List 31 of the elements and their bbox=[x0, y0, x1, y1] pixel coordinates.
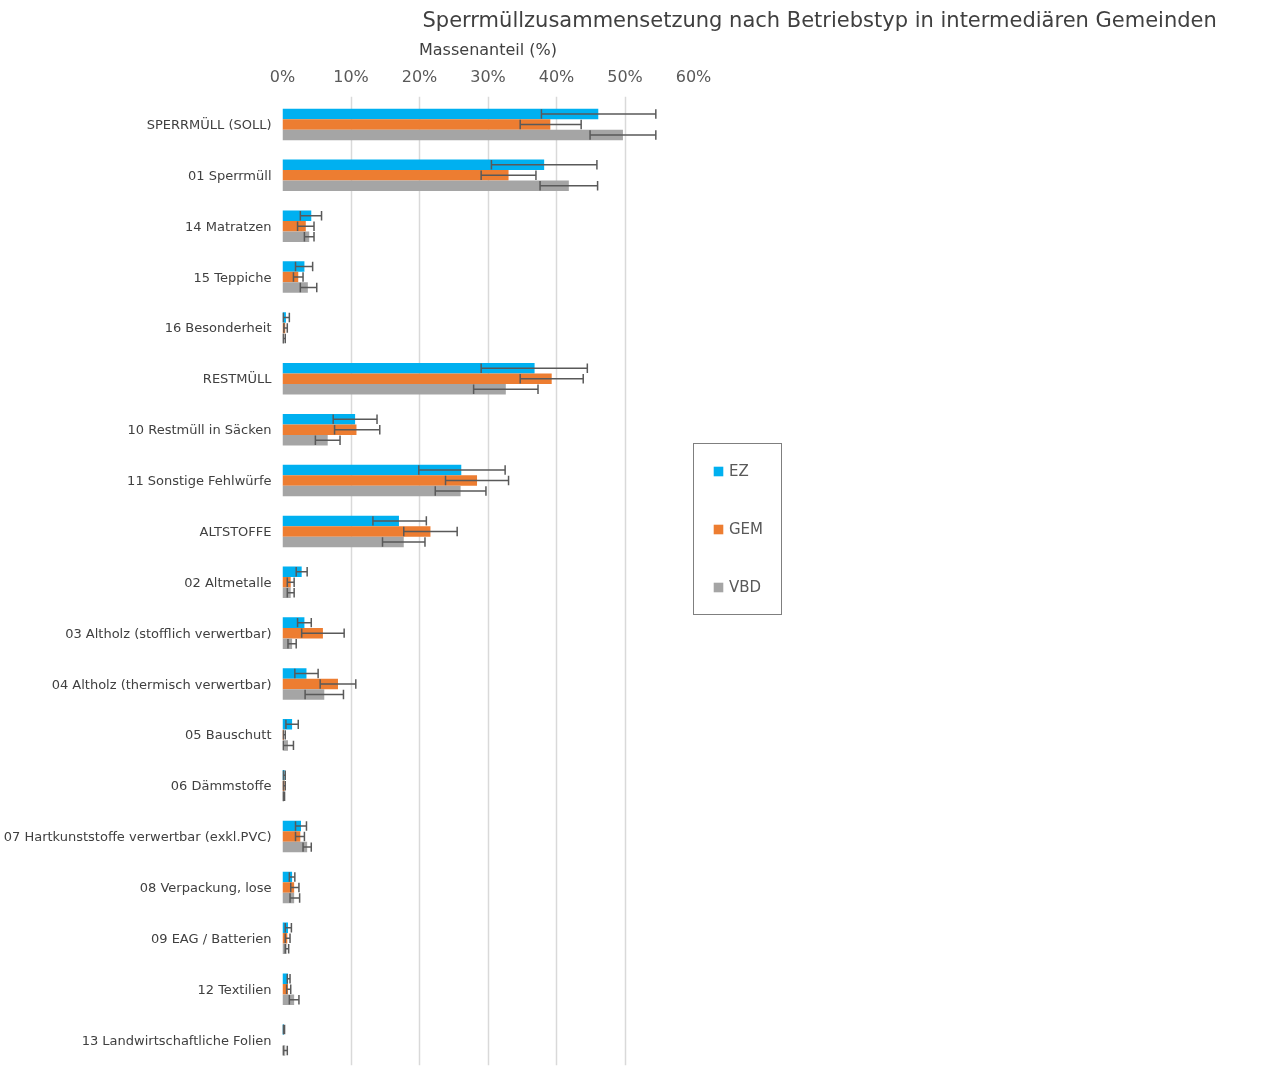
x-tick-label: 60% bbox=[675, 66, 712, 86]
y-tick-label: 04 Altholz (thermisch verwertbar) bbox=[51, 676, 272, 692]
legend-label: VBD bbox=[729, 578, 762, 596]
legend-label: EZ bbox=[729, 462, 749, 480]
y-tick-label: 08 Verpackung, lose bbox=[139, 879, 272, 895]
y-tick-label: 07 Hartkunststoffe verwertbar (exkl.PVC) bbox=[3, 829, 272, 845]
x-tick-label: 10% bbox=[333, 66, 369, 86]
y-tick-label: 01 Sperrmüll bbox=[187, 167, 272, 183]
y-tick-label: 16 Besonderheit bbox=[164, 320, 272, 336]
x-tick-label: 20% bbox=[401, 66, 438, 86]
y-tick-label: ALTSTOFFE bbox=[199, 523, 272, 539]
legend-label: GEM bbox=[729, 520, 764, 538]
y-tick-label: 14 Matratzen bbox=[185, 218, 272, 234]
y-tick-label: RESTMÜLL bbox=[202, 370, 273, 387]
y-tick-label: 12 Textilien bbox=[197, 981, 272, 997]
y-tick-label: 15 Teppiche bbox=[193, 269, 272, 285]
y-tick-label: 13 Landwirtschaftliche Folien bbox=[81, 1032, 272, 1048]
x-tick-label: 50% bbox=[607, 66, 643, 86]
y-tick-label: 05 Bauschutt bbox=[185, 727, 272, 743]
y-tick-label: SPERRMÜLL (SOLL) bbox=[146, 115, 272, 132]
y-tick-label: 02 Altmetalle bbox=[184, 574, 272, 590]
y-tick-label: 09 EAG / Batterien bbox=[150, 930, 272, 946]
y-tick-label: 10 Restmüll in Säcken bbox=[127, 422, 272, 438]
y-tick-label: 06 Dämmstoffe bbox=[170, 778, 272, 794]
x-tick-label: 30% bbox=[470, 66, 506, 86]
y-tick-label: 03 Altholz (stofflich verwertbar) bbox=[65, 625, 272, 641]
x-axis-title: Massenanteil (%) bbox=[419, 39, 557, 59]
text: Sperrmüllzusammensetzung nach Betriebstyp in intermediären Gemeinden bbox=[422, 7, 1217, 32]
y-tick-label: 11 Sonstige Fehlwürfe bbox=[127, 473, 272, 489]
x-tick-label: 40% bbox=[538, 66, 575, 86]
x-tick-label: 0% bbox=[269, 66, 296, 86]
